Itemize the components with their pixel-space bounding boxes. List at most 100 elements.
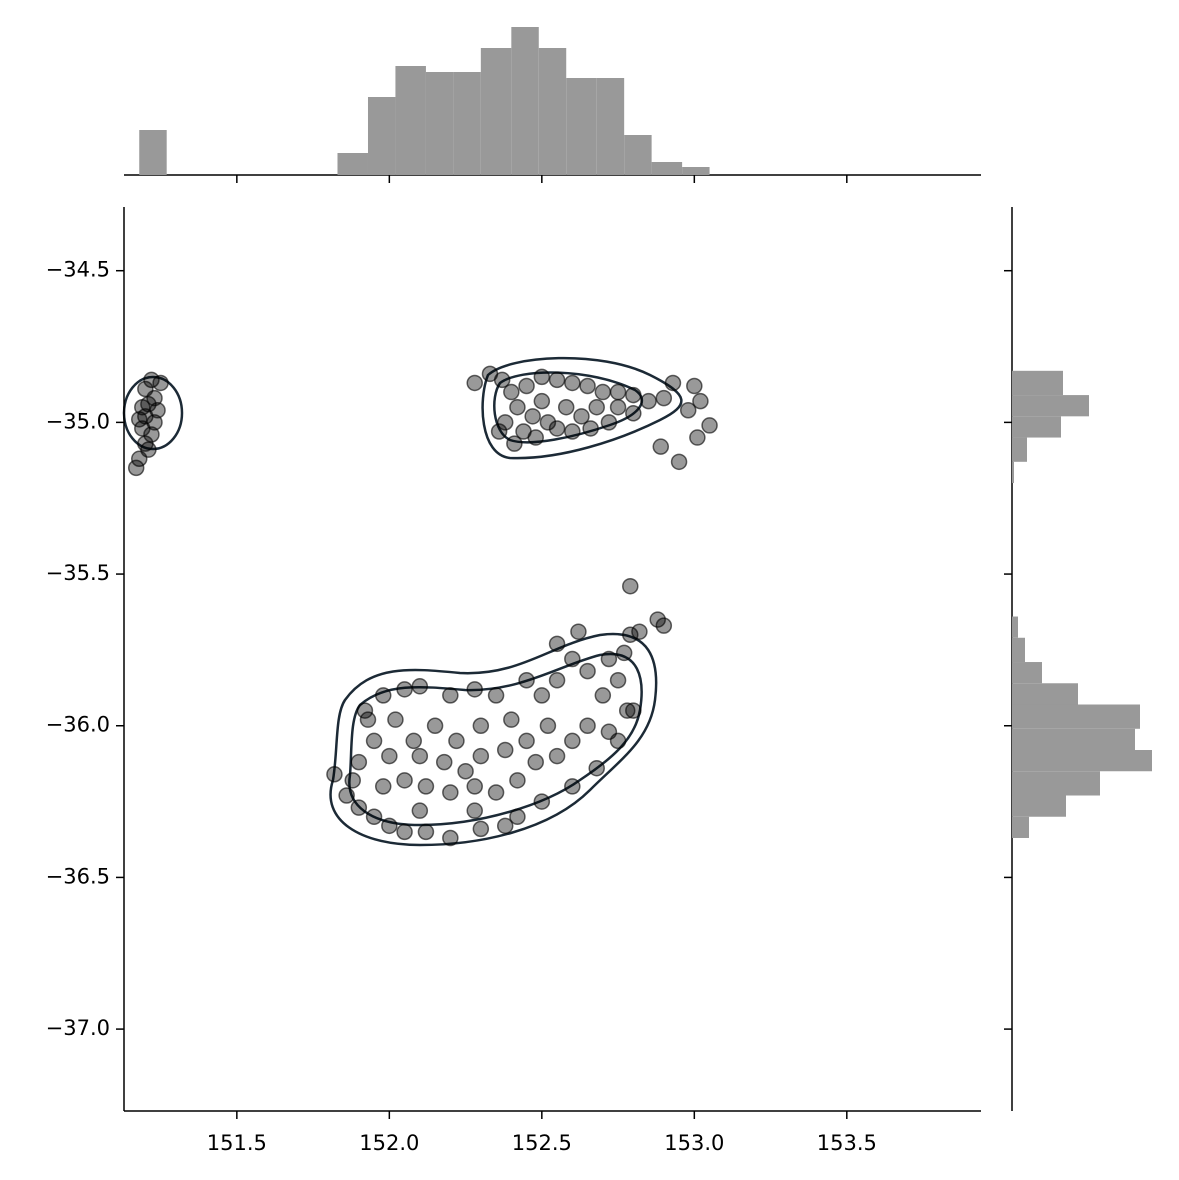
point: [143, 371, 160, 389]
point: [594, 687, 612, 704]
kde-contours: [122, 356, 683, 847]
point: [655, 617, 673, 634]
point: [579, 717, 596, 734]
y-tick-label: −36.0: [46, 713, 110, 737]
histogram-bar: [1012, 795, 1066, 817]
histogram-bar: [139, 130, 167, 175]
point: [442, 784, 459, 801]
point: [570, 623, 587, 640]
point: [622, 577, 639, 595]
point: [600, 723, 618, 741]
point: [618, 702, 636, 719]
point: [506, 435, 523, 452]
point: [609, 383, 627, 401]
point: [146, 389, 163, 407]
point: [600, 650, 618, 668]
point: [664, 374, 682, 392]
point: [622, 626, 639, 643]
point: [548, 371, 566, 389]
histogram-bar: [651, 162, 683, 175]
histogram-bar: [511, 27, 539, 175]
histogram-bar: [538, 48, 567, 175]
point: [442, 687, 459, 704]
contour: [481, 356, 683, 460]
point: [387, 711, 404, 728]
point: [496, 414, 514, 431]
point: [396, 772, 413, 789]
point: [533, 687, 551, 704]
point: [457, 762, 474, 780]
point: [582, 420, 599, 437]
point: [527, 429, 544, 446]
point: [411, 747, 429, 765]
point: [670, 453, 688, 471]
point: [649, 611, 666, 628]
histogram-bar: [1012, 616, 1018, 638]
point: [152, 374, 169, 392]
point: [503, 383, 520, 401]
point: [466, 374, 483, 392]
histogram-bar: [1012, 637, 1025, 663]
point: [496, 817, 514, 835]
point: [472, 820, 490, 838]
point: [487, 784, 505, 801]
point: [472, 747, 490, 765]
point: [326, 766, 343, 783]
point: [533, 368, 551, 386]
point: [140, 395, 157, 413]
point: [338, 787, 355, 804]
point: [466, 802, 483, 819]
point: [359, 711, 377, 728]
histogram-bar: [395, 66, 426, 175]
histogram-bar: [1012, 750, 1152, 772]
point: [509, 772, 526, 789]
y-tick-label: −35.0: [46, 409, 110, 433]
point: [564, 732, 581, 750]
histogram-bar: [1012, 816, 1029, 838]
x-tick-label: 152.5: [512, 1131, 572, 1155]
point: [490, 423, 508, 440]
histogram-bar: [337, 153, 368, 175]
point: [381, 747, 398, 765]
histogram-bar: [1012, 662, 1042, 684]
point: [493, 371, 511, 389]
point: [625, 405, 642, 422]
y-tick-label: −37.0: [46, 1016, 110, 1040]
histogram-bar: [624, 135, 652, 175]
y-tick-label: −36.5: [46, 864, 110, 888]
histogram-bar: [1012, 395, 1089, 417]
histogram-bar: [453, 72, 481, 175]
point: [365, 732, 383, 750]
point: [615, 644, 633, 662]
histogram-bar: [1012, 437, 1027, 462]
point: [417, 778, 435, 795]
point: [564, 778, 581, 795]
point: [374, 687, 392, 704]
point: [588, 759, 605, 777]
point: [496, 741, 514, 759]
point: [344, 772, 361, 789]
point: [625, 702, 642, 719]
point: [579, 377, 596, 395]
histogram-bar: [1012, 461, 1014, 484]
point: [548, 747, 566, 765]
x-tick-label: 153.5: [817, 1131, 877, 1155]
histogram-bar: [1012, 704, 1140, 729]
point: [127, 459, 145, 477]
point: [374, 778, 392, 795]
histogram-bar: [1012, 370, 1063, 396]
point: [609, 398, 627, 416]
point: [557, 398, 575, 416]
point: [631, 623, 648, 640]
x-tick-label: 152.0: [359, 1131, 419, 1155]
point: [411, 802, 429, 819]
histogram-bar: [566, 78, 597, 175]
point: [652, 438, 670, 455]
y-tick-label: −34.5: [46, 258, 110, 282]
contour: [493, 371, 644, 444]
point: [524, 408, 541, 425]
point: [579, 662, 596, 680]
point: [130, 411, 148, 428]
